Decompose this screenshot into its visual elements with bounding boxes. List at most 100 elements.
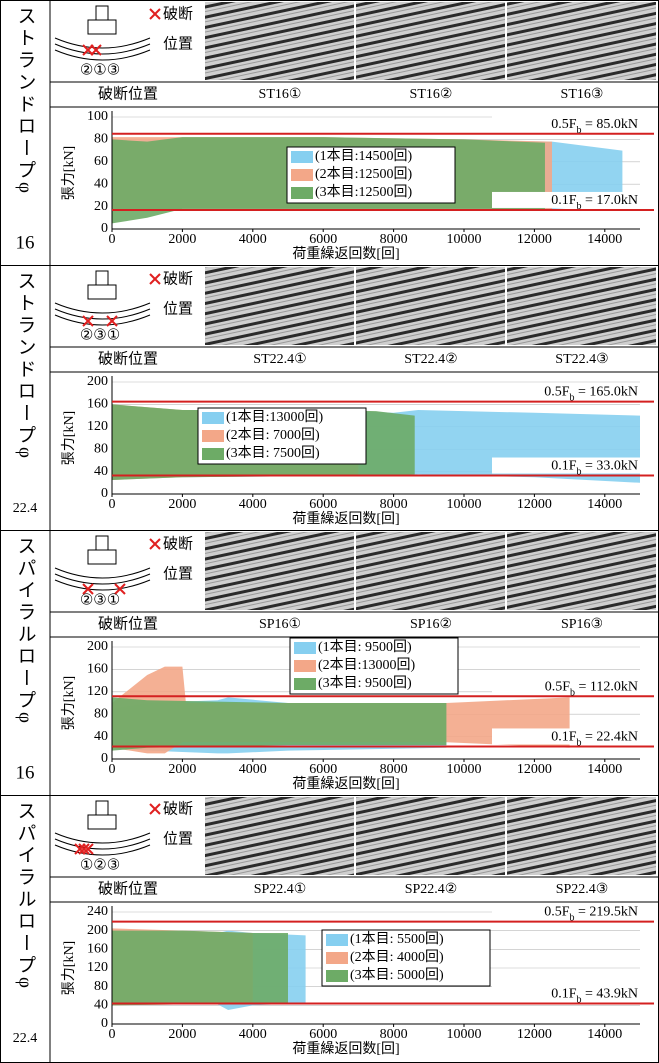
x-tick-label: 4000	[239, 232, 267, 247]
legend-label: (1本目:13000回)	[226, 409, 324, 425]
x-axis-label: 荷重繰返回数[回]	[292, 246, 399, 262]
y-tick-label: 160	[87, 942, 108, 957]
rope-size: 16	[16, 232, 35, 253]
photo-label: ST22.4③	[555, 352, 608, 367]
legend-swatch	[294, 642, 316, 654]
rope-label: ストランドロープφ	[15, 6, 36, 196]
photo-label: ST16③	[561, 87, 604, 102]
diagram-label: 位置	[163, 35, 193, 52]
x-tick-label: 4000	[239, 497, 267, 512]
reference-label-part: 0.1F	[551, 459, 577, 474]
x-tick-label: 6000	[309, 762, 337, 777]
break-order: ②③①	[80, 327, 120, 343]
rope-size: 22.4	[13, 501, 38, 516]
x-tick-label: 8000	[380, 497, 408, 512]
legend-label: (2本目:12500回)	[315, 166, 413, 182]
y-axis-label: 張力[kN]	[61, 146, 77, 200]
y-tick-label: 40	[94, 464, 108, 479]
row-label: 破断位置	[98, 615, 158, 632]
y-tick-label: 0	[101, 486, 108, 501]
diagram-label: 位置	[163, 300, 193, 317]
support-top	[96, 6, 108, 20]
y-axis-label: 張力[kN]	[61, 411, 77, 465]
legend-label: (2本目: 7000回)	[226, 427, 320, 443]
x-axis-label: 荷重繰返回数[回]	[292, 511, 399, 527]
diagram-label: 位置	[163, 565, 193, 582]
legend-swatch	[291, 151, 313, 163]
legend-swatch	[202, 412, 224, 424]
legend-swatch	[326, 970, 348, 982]
y-tick-label: 0	[101, 1016, 108, 1031]
y-tick-label: 200	[87, 639, 108, 654]
break-order: ②③①	[80, 592, 120, 608]
legend-swatch	[294, 678, 316, 690]
reference-label-part: = 85.0kN	[581, 117, 638, 132]
x-tick-label: 12000	[517, 1027, 552, 1042]
y-tick-label: 40	[94, 176, 108, 191]
tension-band	[112, 931, 288, 1006]
rope-photo	[507, 797, 656, 875]
y-tick-label: 160	[87, 397, 108, 412]
support-top	[96, 536, 108, 550]
rope-line	[55, 845, 150, 855]
y-tick-label: 80	[94, 706, 108, 721]
reference-label-part: = 22.4kN	[581, 730, 638, 745]
photo-label: ST16②	[410, 87, 453, 102]
reference-label-part: = 165.0kN	[574, 385, 638, 400]
y-tick-label: 40	[94, 729, 108, 744]
x-tick-label: 0	[109, 762, 116, 777]
y-tick-label: 80	[94, 132, 108, 147]
y-tick-label: 240	[87, 904, 108, 919]
y-axis-label: 張力[kN]	[61, 941, 77, 995]
photo-label: SP16①	[259, 617, 301, 632]
reference-label-part: 0.1F	[551, 987, 577, 1002]
x-tick-label: 4000	[239, 762, 267, 777]
x-tick-label: 0	[109, 1027, 116, 1042]
rope-line	[55, 839, 150, 849]
x-tick-label: 12000	[517, 232, 552, 247]
x-tick-label: 6000	[309, 1027, 337, 1042]
reference-label-part: = 219.5kN	[574, 905, 638, 920]
rope-line	[55, 309, 150, 319]
rope-size: 16	[16, 762, 35, 783]
diagram-label: 破断	[163, 5, 193, 22]
legend-swatch	[202, 448, 224, 460]
x-tick-label: 0	[109, 232, 116, 247]
rope-line	[55, 574, 150, 584]
reference-label-part: 0.1F	[551, 193, 577, 208]
x-tick-label: 10000	[447, 497, 482, 512]
x-tick-label: 14000	[587, 497, 622, 512]
rope-photo	[356, 2, 505, 80]
x-tick-label: 2000	[168, 762, 196, 777]
rope-photo	[205, 797, 354, 875]
legend-swatch	[326, 952, 348, 964]
rope-label: スパイラルロープφ	[15, 536, 36, 726]
break-order: ②①③	[80, 62, 120, 78]
legend-label: (1本目:14500回)	[315, 148, 413, 164]
rope-size: 22.4	[13, 1031, 38, 1046]
rope-line	[55, 44, 150, 54]
x-tick-label: 2000	[168, 497, 196, 512]
rope-label: ストランドロープφ	[15, 271, 36, 461]
support-top	[96, 271, 108, 285]
reference-label-part: 0.5F	[544, 385, 570, 400]
reference-label-part: = 17.0kN	[581, 193, 638, 208]
x-tick-label: 2000	[168, 1027, 196, 1042]
photo-label: SP16②	[410, 617, 452, 632]
legend-label: (2本目: 4000回)	[350, 949, 444, 965]
reference-label-part: 0.5F	[551, 117, 577, 132]
x-tick-label: 8000	[380, 232, 408, 247]
y-tick-label: 0	[101, 221, 108, 236]
support-block	[88, 815, 116, 829]
row-label: 破断位置	[98, 85, 158, 102]
legend-label: (3本目: 7500回)	[226, 445, 320, 461]
rope-photo	[356, 532, 505, 610]
y-tick-label: 0	[101, 751, 108, 766]
diagram-label: 破断	[163, 535, 193, 552]
legend-swatch	[291, 187, 313, 199]
legend-label: (3本目: 9500回)	[318, 675, 412, 691]
legend-swatch	[202, 430, 224, 442]
legend-swatch	[326, 934, 348, 946]
x-tick-label: 10000	[447, 1027, 482, 1042]
legend-label: (3本目: 5000回)	[350, 967, 444, 983]
